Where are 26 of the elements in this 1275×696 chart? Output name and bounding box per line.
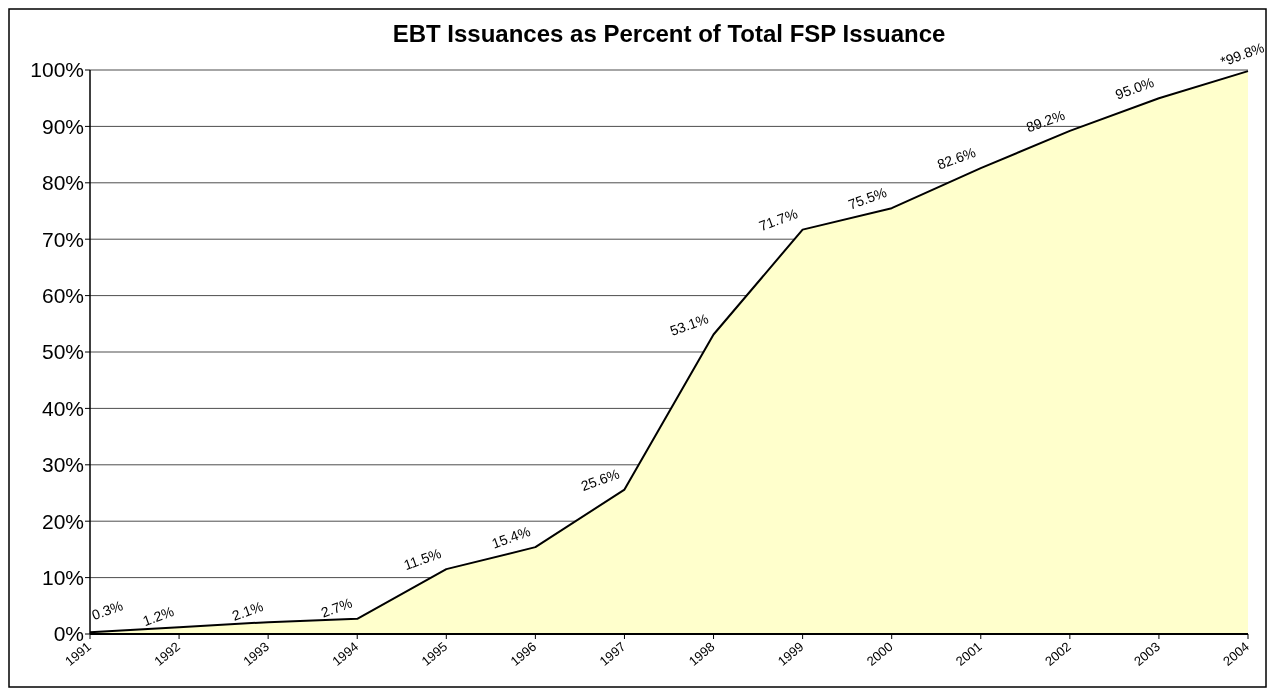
y-tick-label: 50% — [41, 340, 84, 364]
data-label: 53.1% — [667, 310, 711, 339]
data-label: 0.3% — [89, 597, 126, 624]
y-tick-label: 0% — [53, 622, 84, 646]
data-label: 71.7% — [756, 205, 800, 235]
y-tick-label: 40% — [41, 396, 84, 420]
y-tick-label: 70% — [41, 227, 84, 251]
data-label: 75.5% — [845, 183, 889, 213]
data-label: 89.2% — [1024, 106, 1067, 136]
y-tick-label: 90% — [41, 114, 84, 138]
y-tick-label: 30% — [41, 453, 84, 477]
data-label: 2.1% — [229, 597, 266, 624]
y-tick-label: 100% — [30, 58, 84, 82]
y-tick-label: 10% — [41, 565, 84, 589]
y-tick-label: 80% — [41, 171, 84, 195]
data-label: 1.2% — [140, 603, 177, 629]
chart-title: EBT Issuances as Percent of Total FSP Issuance — [392, 20, 946, 47]
data-label: 82.6% — [935, 143, 978, 173]
y-tick-label: 60% — [41, 283, 84, 307]
data-label: 25.6% — [578, 465, 622, 495]
data-label: 2.7% — [318, 594, 355, 621]
y-tick-label: 20% — [41, 509, 84, 533]
data-label: 11.5% — [401, 544, 444, 574]
data-label: *99.8% — [1218, 39, 1267, 70]
data-label: 95.0% — [1113, 73, 1156, 103]
data-label: 15.4% — [489, 522, 533, 552]
